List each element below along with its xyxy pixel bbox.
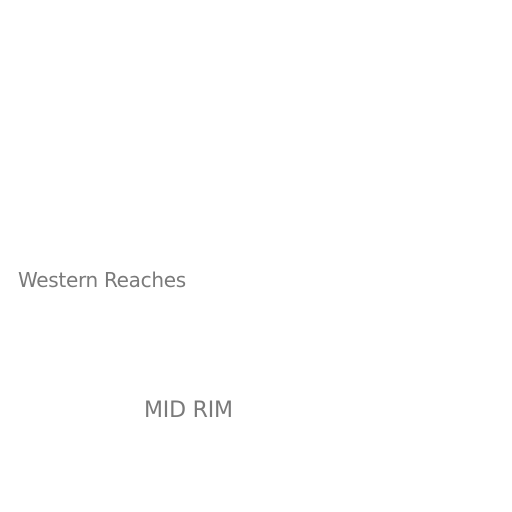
- region-label-mid-rim: MID RIM: [144, 398, 233, 423]
- region-label-western-reaches: Western Reaches: [18, 268, 186, 292]
